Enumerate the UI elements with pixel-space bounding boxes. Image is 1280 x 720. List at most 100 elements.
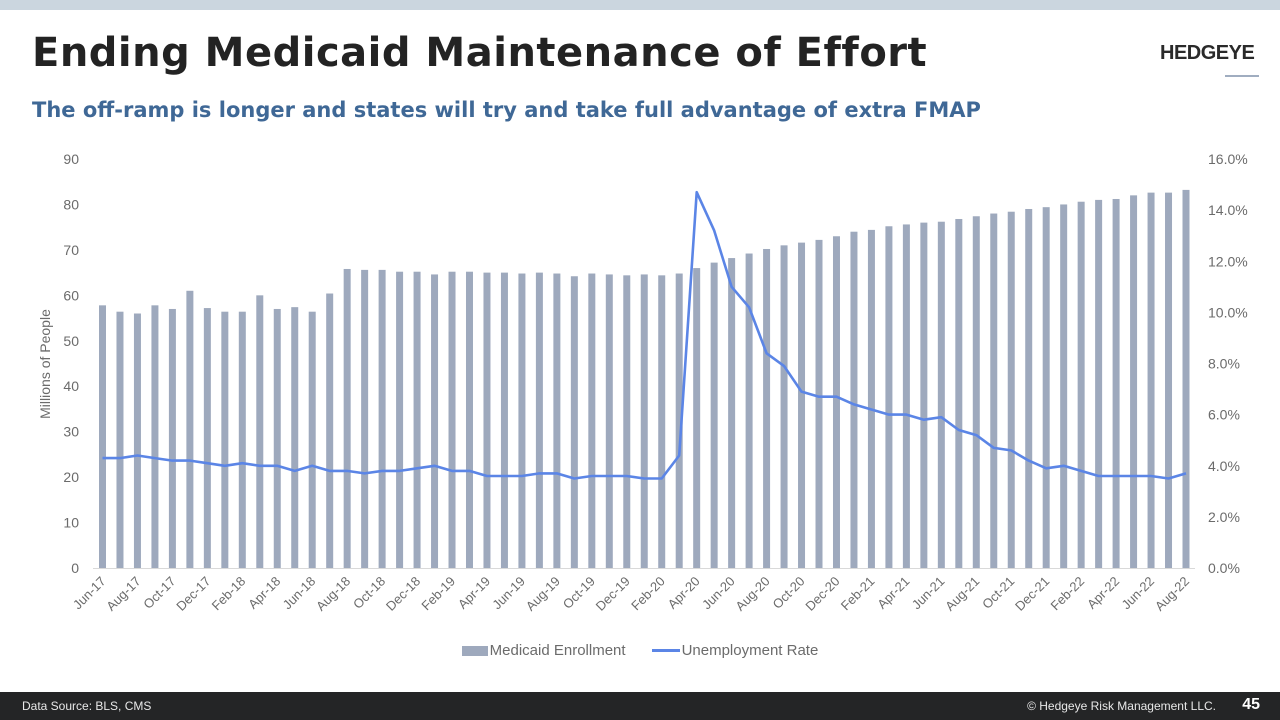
bar: [1095, 199, 1103, 568]
x-tick-label: Aug-18: [313, 574, 353, 614]
bar: [832, 236, 840, 568]
bar: [1007, 211, 1015, 568]
bar: [273, 308, 281, 568]
bar: [465, 271, 473, 568]
bar: [1025, 208, 1033, 568]
bar: [937, 221, 945, 569]
unemployment-rate-line: [102, 190, 1187, 480]
bar: [710, 262, 718, 568]
left-y-axis-label: Millions of People: [37, 309, 53, 419]
bar: [867, 229, 875, 569]
bar: [238, 311, 246, 568]
bar: [99, 305, 106, 568]
x-tick-label: Jun-20: [699, 574, 738, 613]
data-source: Data Source: BLS, CMS: [22, 699, 152, 713]
legend-label: Medicaid Enrollment: [489, 642, 626, 659]
page-subtitle: The off-ramp is longer and states will t…: [32, 98, 981, 122]
bar: [151, 305, 159, 568]
bar: [413, 271, 421, 568]
x-tick-label: Dec-17: [173, 574, 213, 614]
x-tick-label: Dec-19: [593, 574, 633, 614]
y-tick-label: 10: [63, 515, 79, 531]
x-tick-label: Apr-20: [665, 574, 703, 612]
x-tick-label: Apr-19: [455, 574, 493, 612]
footer-bar: Data Source: BLS, CMS © Hedgeye Risk Man…: [0, 692, 1280, 720]
legend-item-medicaid: Medicaid Enrollment: [461, 642, 626, 659]
bar: [728, 258, 736, 568]
bar: [308, 311, 316, 568]
bar: [291, 307, 299, 568]
bar: [500, 272, 508, 568]
y-tick-label: 60: [63, 287, 79, 303]
x-tick-label: Aug-17: [103, 574, 143, 614]
bar: [1042, 207, 1050, 568]
y-tick-label: 40: [63, 378, 79, 394]
x-tick-label: Feb-21: [838, 574, 878, 614]
x-tick-label: Dec-20: [802, 574, 842, 614]
bar: [972, 216, 980, 568]
bar: [570, 276, 578, 568]
x-tick-label: Jun-17: [70, 574, 109, 613]
x-tick-label: Dec-18: [383, 574, 423, 614]
bar: [1130, 195, 1138, 568]
x-tick-label: Feb-20: [628, 574, 668, 614]
bar: [885, 226, 893, 568]
x-tick-label: Feb-18: [209, 574, 249, 614]
x-tick-label: Feb-22: [1048, 574, 1088, 614]
bar: [396, 271, 404, 568]
bar: [850, 231, 858, 568]
bar: [186, 290, 194, 568]
bar: [431, 274, 439, 568]
x-tick-label: Oct-21: [979, 574, 1017, 612]
bar: [798, 242, 806, 568]
x-tick-label: Apr-18: [245, 574, 283, 612]
page-title: Ending Medicaid Maintenance of Effort: [32, 30, 928, 76]
bar: [763, 248, 771, 569]
chart-legend: Medicaid Enrollment Unemployment Rate: [0, 642, 1280, 659]
y2-tick-label: 0.0%: [1208, 560, 1240, 576]
legend-label: Unemployment Rate: [681, 642, 819, 659]
bar: [221, 311, 229, 568]
bar: [920, 222, 928, 568]
bar: [745, 253, 753, 568]
bar: [448, 271, 456, 568]
x-axis-labels: Jun-17Aug-17Oct-17Dec-17Feb-18Apr-18Jun-…: [70, 574, 1192, 614]
y-tick-label: 50: [63, 333, 79, 349]
y2-tick-label: 6.0%: [1208, 407, 1240, 423]
y2-tick-label: 4.0%: [1208, 458, 1240, 474]
medicaid-enrollment-bars: [99, 189, 1190, 569]
x-tick-label: Dec-21: [1012, 574, 1052, 614]
x-tick-label: Feb-19: [418, 574, 458, 614]
bar: [990, 213, 998, 569]
bar: [553, 273, 561, 568]
bar: [1077, 201, 1085, 568]
y2-tick-label: 10.0%: [1208, 304, 1248, 320]
bar: [955, 218, 963, 568]
y2-tick-label: 8.0%: [1208, 356, 1240, 372]
bar: [1182, 189, 1190, 568]
bar: [256, 295, 264, 568]
bar: [902, 224, 910, 568]
y2-tick-label: 12.0%: [1208, 253, 1248, 269]
bar: [693, 268, 701, 568]
y2-tick-label: 14.0%: [1208, 202, 1248, 218]
y-tick-label: 20: [63, 469, 79, 485]
bar: [588, 273, 596, 568]
page-number: 45: [1242, 696, 1260, 713]
bar: [326, 293, 334, 568]
x-tick-label: Jun-19: [489, 574, 528, 613]
bar: [535, 272, 543, 568]
y-tick-label: 0: [71, 560, 79, 576]
y2-tick-label: 16.0%: [1208, 151, 1248, 167]
bar: [1060, 204, 1068, 568]
combo-chart: 0 10 20 30 40 50 60 70 80 90 0.0% 2.0% 4.0% 6.0% 8.0%…: [37, 151, 1248, 614]
x-tick-label: Oct-19: [560, 574, 598, 612]
bar: [343, 268, 351, 568]
x-tick-label: Oct-20: [769, 574, 807, 612]
legend-item-unemployment: Unemployment Rate: [651, 642, 819, 659]
bar: [518, 273, 526, 568]
bar-swatch-icon: [461, 645, 488, 656]
bar: [605, 274, 613, 568]
bar: [1112, 198, 1120, 569]
bar: [378, 269, 386, 568]
